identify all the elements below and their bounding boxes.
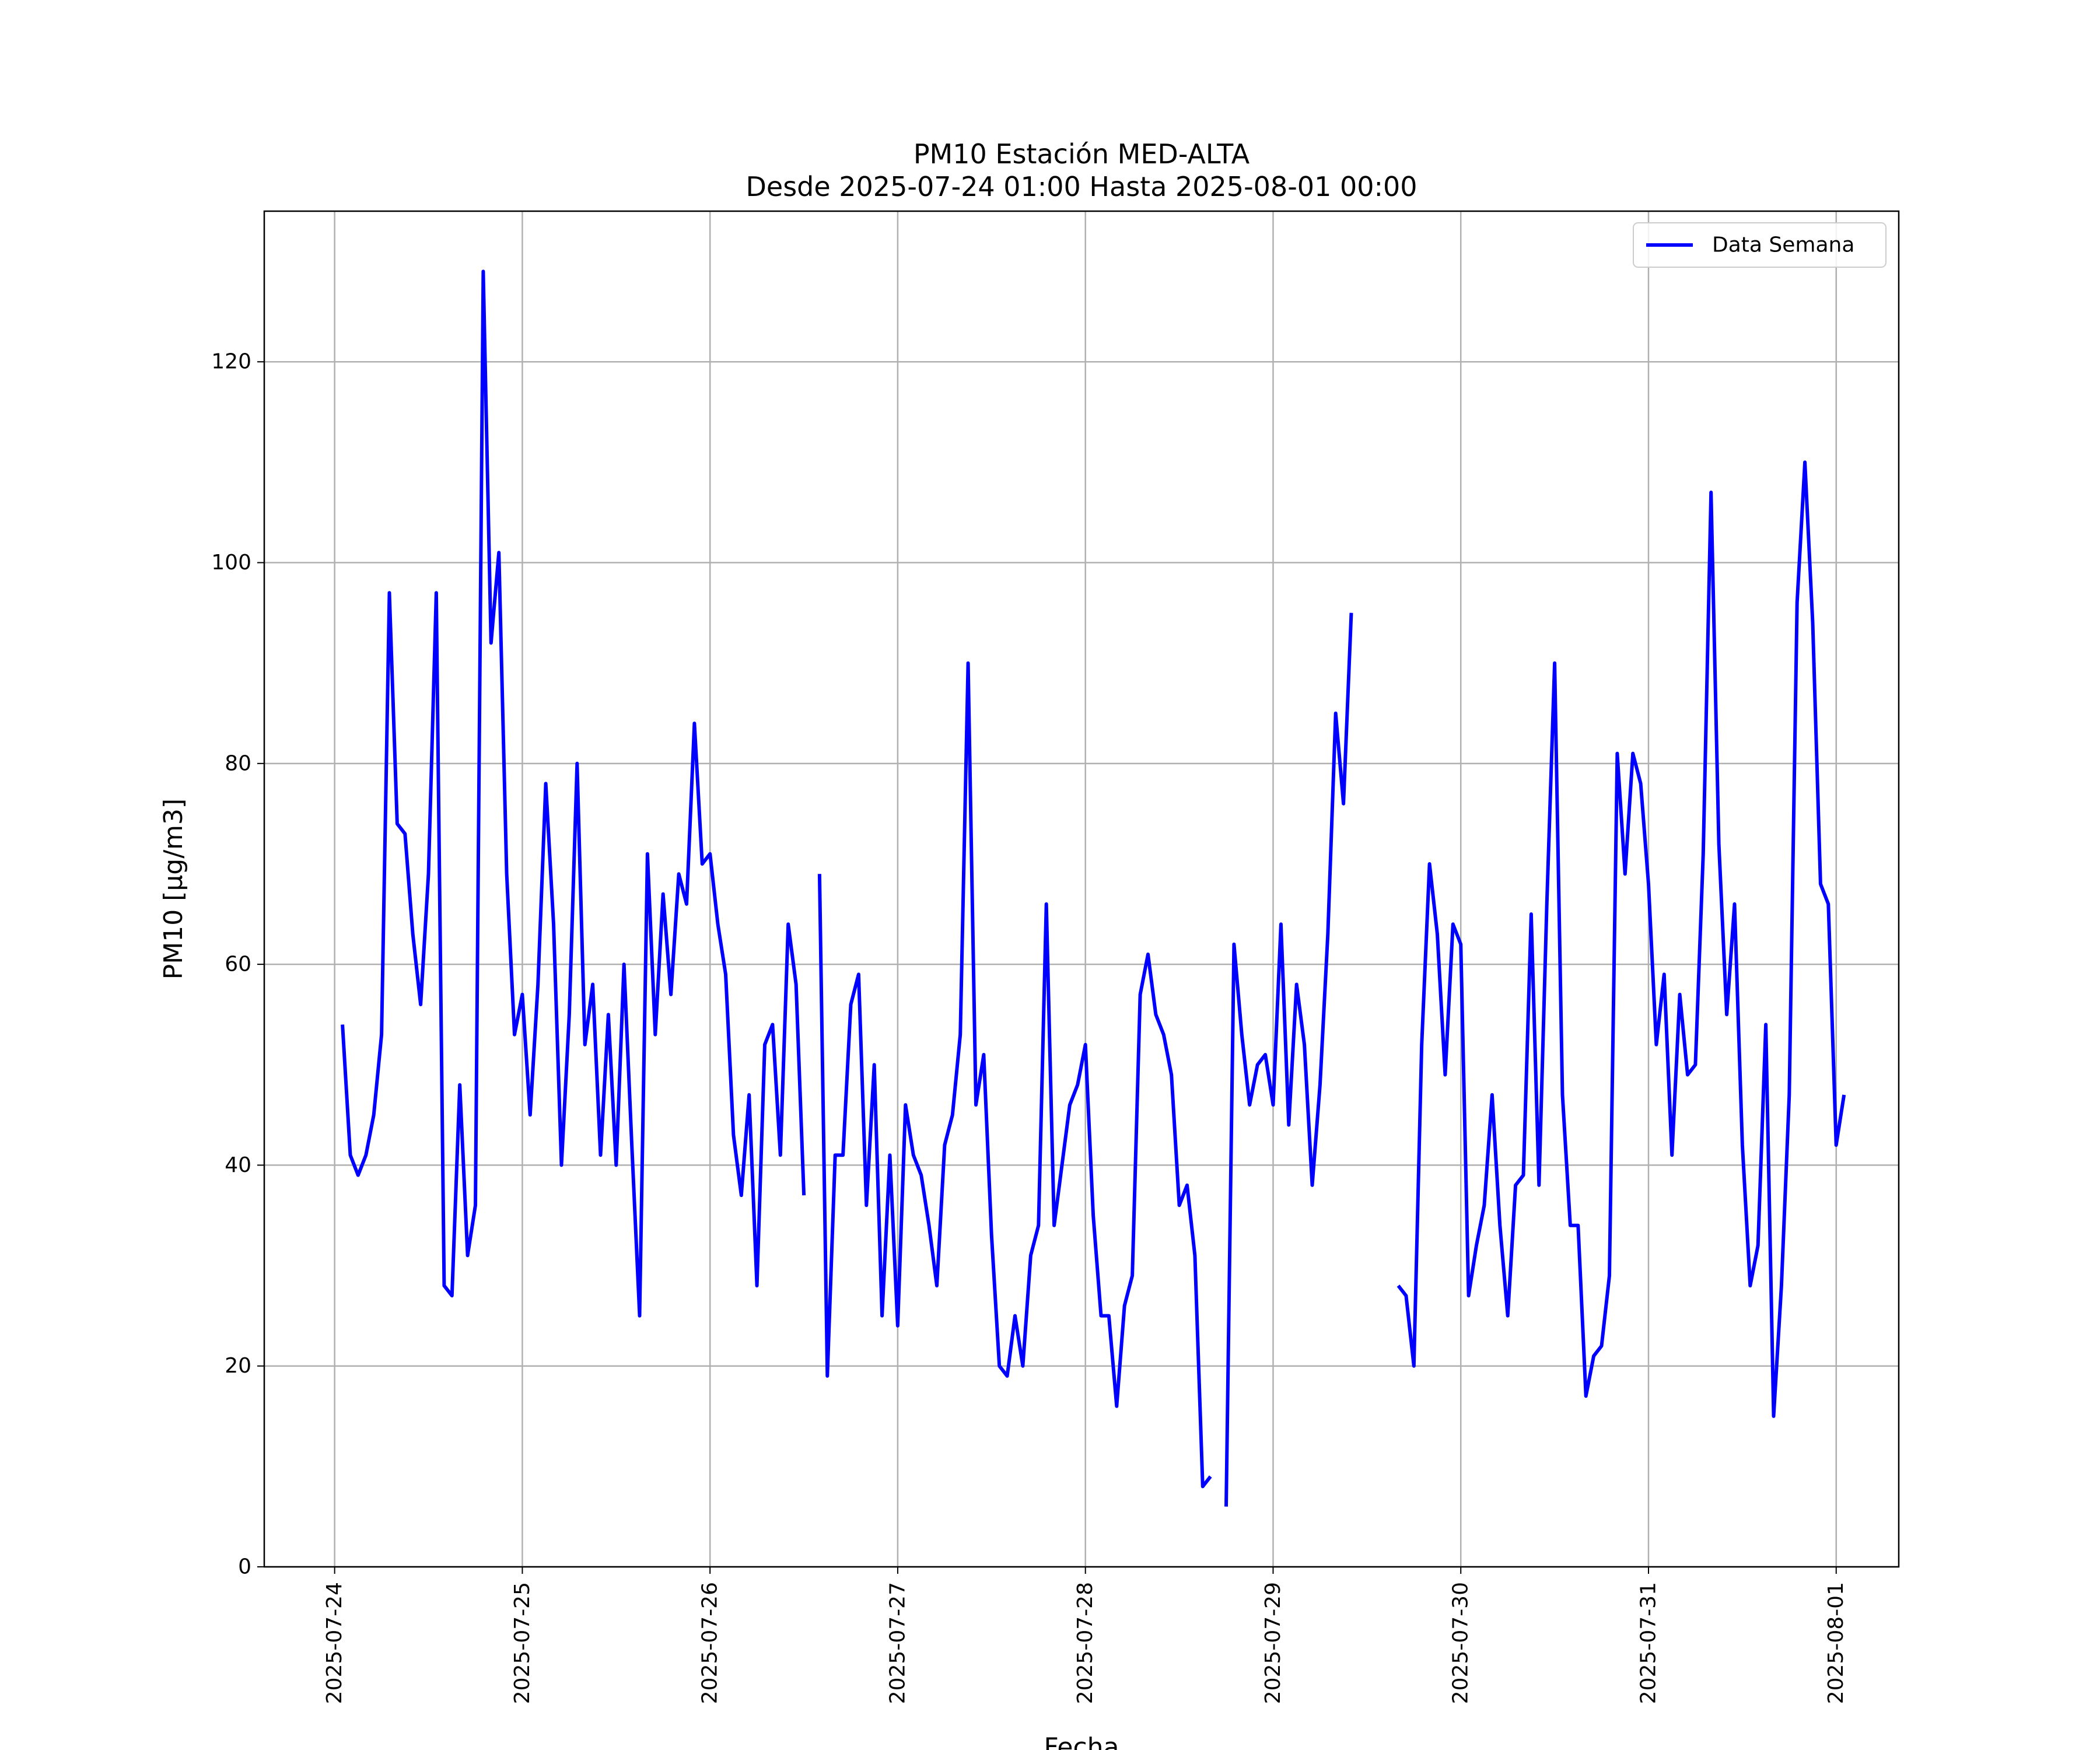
legend-label: Data Semana — [1712, 233, 1854, 257]
chart-subtitle: Desde 2025-07-24 01:00 Hasta 2025-08-01 … — [746, 171, 1417, 202]
legend: Data Semana — [1633, 222, 1887, 268]
x-axis-ticks: 2025-07-24 2025-07-25 2025-07-26 2025-07-27… — [323, 1567, 1848, 1704]
legend-box — [1633, 222, 1887, 268]
y-tick-label: 20 — [225, 1354, 251, 1378]
y-tick-label: 100 — [211, 551, 251, 575]
series-lines — [341, 270, 1846, 1507]
plot-border — [263, 210, 1900, 1568]
y-tick-label: 80 — [225, 751, 251, 775]
y-tick-label: 40 — [225, 1153, 251, 1177]
x-tick-label: 2025-07-31 — [1636, 1582, 1660, 1704]
y-axis-ticks: 0 20 40 60 80 100 120 — [211, 350, 264, 1579]
y-tick-label: 60 — [225, 953, 251, 977]
plot-frame — [263, 210, 1900, 1568]
series-line-data-semana — [341, 270, 1846, 1507]
x-tick-label: 2025-07-26 — [698, 1582, 722, 1704]
chart-title: PM10 Estación MED-ALTA — [914, 138, 1250, 170]
x-tick-label: 2025-07-24 — [323, 1582, 346, 1704]
x-tick-label: 2025-07-30 — [1449, 1582, 1473, 1704]
x-tick-label: 2025-07-27 — [886, 1582, 909, 1704]
y-tick-label: 120 — [211, 350, 251, 374]
y-tick-label: 0 — [238, 1555, 251, 1579]
x-tick-label: 2025-07-25 — [510, 1582, 534, 1704]
y-axis-label: PM10 [μg/m3] — [159, 799, 188, 979]
x-tick-label: 2025-08-01 — [1824, 1582, 1848, 1704]
x-tick-label: 2025-07-29 — [1261, 1582, 1285, 1704]
x-tick-label: 2025-07-28 — [1073, 1582, 1097, 1704]
x-axis-label: Fecha — [1044, 1732, 1119, 1750]
